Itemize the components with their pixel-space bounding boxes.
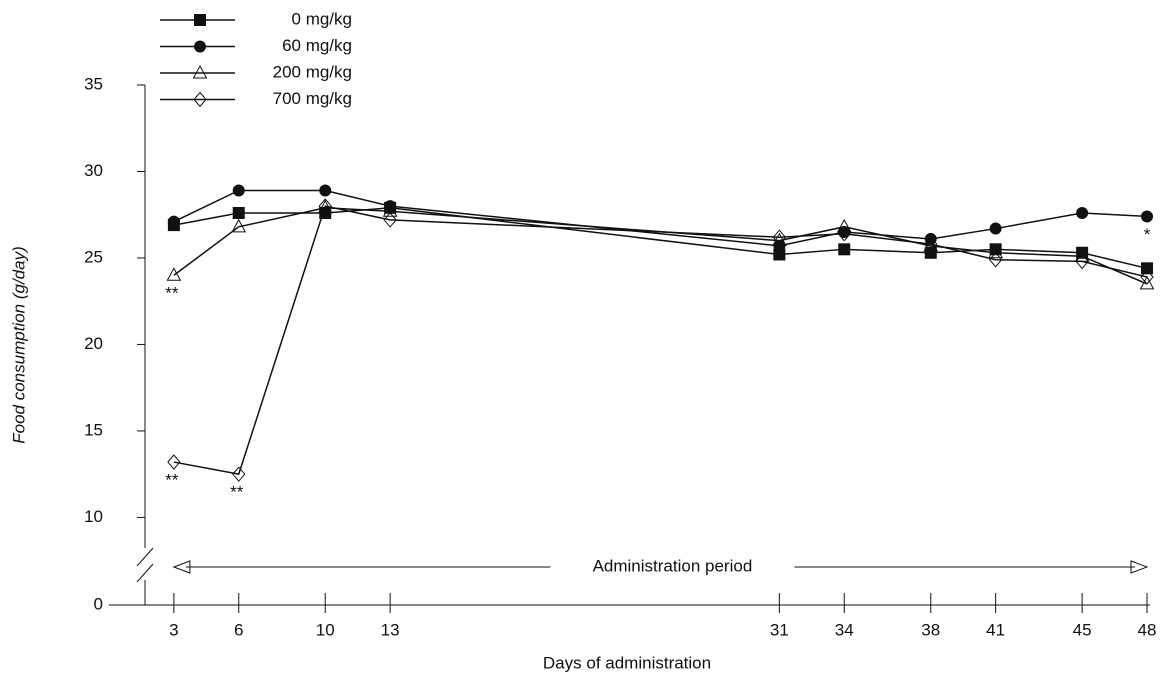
marker <box>1141 210 1153 223</box>
marker <box>1140 269 1154 285</box>
marker <box>1076 246 1089 259</box>
x-tick-label: 3 <box>169 620 178 639</box>
series-line <box>173 205 1148 476</box>
x-tick-label: 38 <box>921 620 940 639</box>
marker <box>1139 275 1155 290</box>
series-line <box>173 189 1148 247</box>
annotation: * <box>1144 225 1151 244</box>
x-tick-label: 48 <box>1138 620 1157 639</box>
legend-label: 700 mg/kg <box>273 89 352 108</box>
marker <box>838 243 851 256</box>
series-line <box>173 207 1148 270</box>
axis-break <box>136 563 154 583</box>
marker <box>192 64 208 79</box>
x-tick-label: 10 <box>316 620 335 639</box>
y-tick-label: 35 <box>84 74 103 93</box>
annotation: ** <box>230 483 244 502</box>
marker <box>194 14 206 26</box>
legend-label: 0 mg/kg <box>292 9 352 28</box>
marker <box>1076 206 1089 219</box>
marker <box>836 218 852 233</box>
marker <box>988 244 1003 259</box>
marker <box>232 184 245 197</box>
x-tick-label: 31 <box>770 620 789 639</box>
y-tick-label: 15 <box>84 420 103 439</box>
marker <box>1141 262 1153 275</box>
marker <box>1075 253 1089 270</box>
marker <box>383 212 397 228</box>
marker <box>167 215 180 228</box>
legend-label: 200 mg/kg <box>273 62 352 81</box>
annotation: ** <box>165 284 179 303</box>
x-tick-label: 13 <box>381 620 400 639</box>
x-tick-label: 45 <box>1073 620 1092 639</box>
y-tick-label: 30 <box>84 161 103 180</box>
y-tick-label: 25 <box>84 247 103 266</box>
marker <box>382 203 398 217</box>
marker <box>772 229 787 245</box>
marker <box>167 454 181 470</box>
arrow-head <box>172 560 191 574</box>
legend-label: 60 mg/kg <box>282 36 352 55</box>
marker <box>924 246 937 259</box>
series-line <box>173 207 1148 285</box>
marker <box>232 206 245 219</box>
marker <box>989 222 1002 235</box>
axis-break <box>136 547 154 567</box>
marker <box>319 184 332 197</box>
x-axis-label: Days of administration <box>543 653 711 672</box>
annotation: ** <box>165 471 179 490</box>
marker <box>193 91 207 108</box>
marker <box>384 200 397 213</box>
y-tick-label: 20 <box>84 334 103 353</box>
marker <box>989 243 1002 256</box>
marker <box>166 267 182 281</box>
x-tick-label: 41 <box>986 620 1005 639</box>
x-tick-label: 34 <box>835 620 854 639</box>
marker <box>988 251 1003 268</box>
y-axis-label: Food consumption (g/day) <box>9 246 28 444</box>
y-tick-label: 10 <box>84 507 103 526</box>
x-tick-label: 6 <box>234 620 243 639</box>
marker <box>924 236 938 252</box>
arrow-head <box>1130 560 1149 574</box>
marker <box>231 218 247 233</box>
period-label: Administration period <box>593 556 753 575</box>
y-tick-label: 0 <box>94 594 103 613</box>
label-bg <box>550 555 795 579</box>
marker <box>837 225 851 242</box>
marker <box>232 466 246 482</box>
marker <box>318 198 332 214</box>
marker <box>194 40 206 53</box>
